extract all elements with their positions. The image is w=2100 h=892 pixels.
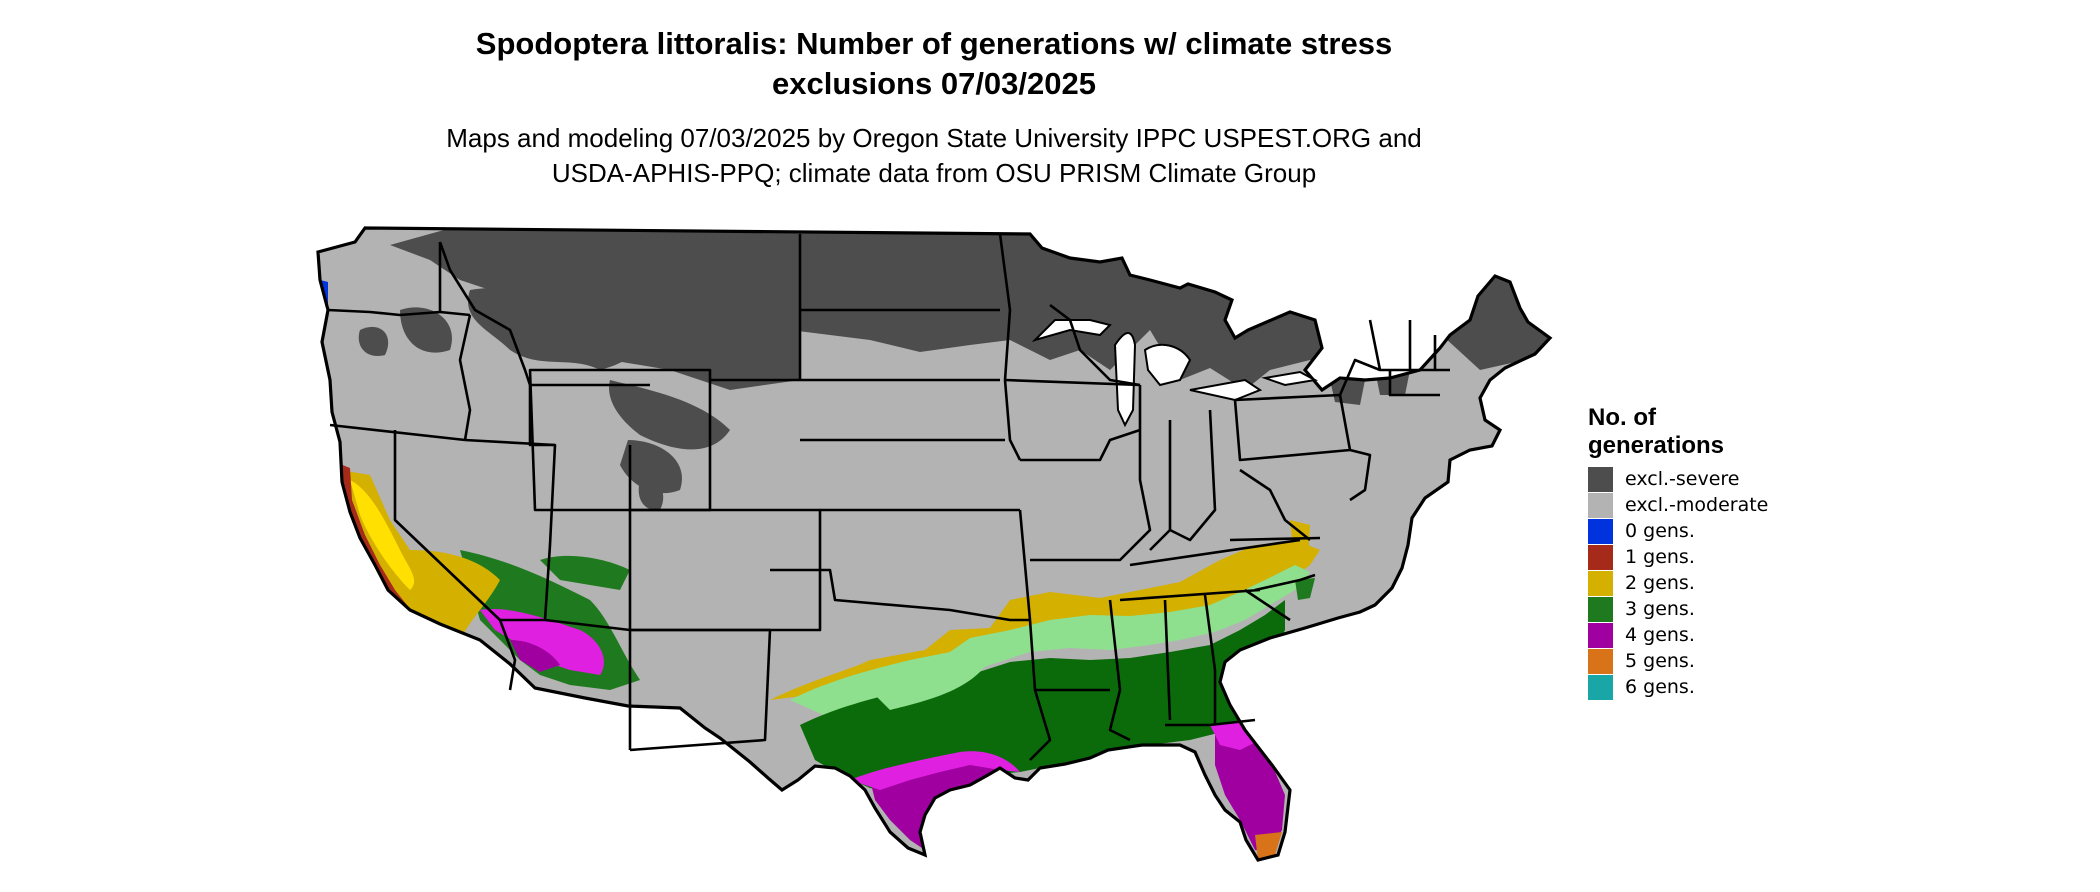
legend-swatch [1588, 622, 1613, 648]
legend-item-2-gens: 2 gens. [1588, 570, 1768, 596]
legend-item-excl-moderate: excl.-moderate [1588, 492, 1768, 518]
legend-label: excl.-severe [1625, 468, 1740, 490]
legend-item-1-gens: 1 gens. [1588, 544, 1768, 570]
legend-swatch [1588, 466, 1613, 492]
map-title: Spodoptera littoralis: Number of generat… [0, 24, 1868, 104]
legend-label: 2 gens. [1625, 572, 1695, 594]
legend-item-0-gens: 0 gens. [1588, 518, 1768, 544]
title-line-2: exclusions 07/03/2025 [771, 66, 1096, 101]
legend-item-5-gens: 5 gens. [1588, 648, 1768, 674]
us-generations-map [316, 226, 1552, 862]
legend-swatch [1588, 518, 1613, 544]
legend-swatch [1588, 544, 1613, 570]
legend-swatch [1588, 570, 1613, 596]
subtitle-line-1: Maps and modeling 07/03/2025 by Oregon S… [446, 123, 1422, 153]
legend-label: 4 gens. [1625, 624, 1695, 646]
legend-title-line-1: No. of [1588, 404, 1656, 431]
legend-swatch [1588, 492, 1613, 518]
legend-label: 1 gens. [1625, 546, 1695, 568]
legend: No. of generations excl.-severe excl.-mo… [1588, 404, 1768, 700]
legend-title: No. of generations [1588, 404, 1768, 460]
legend-item-excl-severe: excl.-severe [1588, 466, 1768, 492]
legend-label: 0 gens. [1625, 520, 1695, 542]
legend-item-6-gens: 6 gens. [1588, 674, 1768, 700]
legend-title-line-2: generations [1588, 432, 1725, 459]
legend-items: excl.-severe excl.-moderate 0 gens. 1 ge… [1588, 466, 1768, 700]
legend-label: 5 gens. [1625, 650, 1695, 672]
legend-label: 3 gens. [1625, 598, 1695, 620]
legend-label: 6 gens. [1625, 676, 1695, 698]
legend-swatch [1588, 648, 1613, 674]
legend-swatch [1588, 674, 1613, 700]
legend-label: excl.-moderate [1625, 494, 1769, 516]
legend-item-4-gens: 4 gens. [1588, 622, 1768, 648]
subtitle-line-2: USDA-APHIS-PPQ; climate data from OSU PR… [551, 158, 1317, 188]
legend-item-3-gens: 3 gens. [1588, 596, 1768, 622]
map-subtitle: Maps and modeling 07/03/2025 by Oregon S… [0, 121, 1868, 191]
title-line-1: Spodoptera littoralis: Number of generat… [475, 26, 1393, 61]
legend-swatch [1588, 596, 1613, 622]
